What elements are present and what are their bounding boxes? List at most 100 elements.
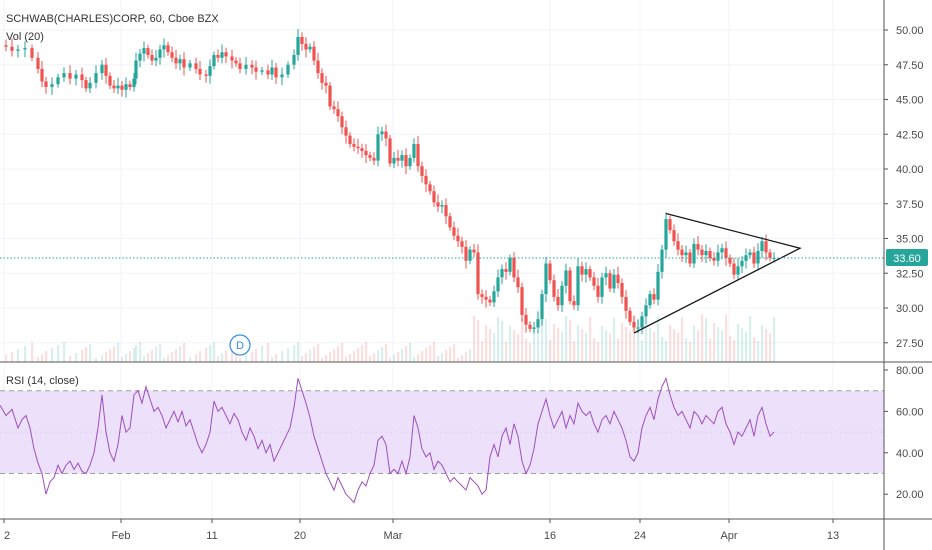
volume-bar bbox=[473, 316, 476, 362]
volume-bar bbox=[733, 340, 736, 362]
volume-bar bbox=[453, 344, 456, 362]
volume-bar bbox=[481, 341, 484, 362]
candle-body bbox=[68, 73, 72, 79]
volume-bar bbox=[593, 338, 596, 362]
volume-bar bbox=[155, 347, 158, 362]
volume-bar bbox=[581, 329, 584, 362]
candle-body bbox=[512, 257, 516, 278]
volume-bar bbox=[605, 330, 608, 362]
volume-bar bbox=[337, 346, 340, 362]
price-axis-label: 42.50 bbox=[896, 129, 924, 141]
volume-bar bbox=[129, 351, 132, 362]
candle-body bbox=[260, 70, 264, 72]
candle-body bbox=[208, 66, 212, 76]
volume-bar bbox=[163, 358, 166, 362]
volume-bar bbox=[601, 326, 604, 362]
volume-bar bbox=[361, 345, 364, 362]
volume-bar bbox=[171, 352, 174, 362]
volume-bar bbox=[549, 340, 552, 362]
candle-body bbox=[644, 305, 648, 317]
volume-bar bbox=[261, 346, 264, 362]
candle-body bbox=[174, 57, 178, 64]
volume-bar bbox=[11, 352, 14, 362]
volume-bar bbox=[717, 327, 720, 362]
volume-bar bbox=[309, 350, 312, 362]
price-axis-label: 27.50 bbox=[896, 338, 924, 350]
candle-body bbox=[146, 48, 150, 56]
rsi-indicator-label[interactable]: RSI (14, close) bbox=[6, 375, 79, 387]
candle-body bbox=[424, 175, 428, 185]
time-axis-label: Mar bbox=[384, 530, 403, 542]
volume-bar bbox=[251, 352, 254, 362]
candle-body bbox=[132, 78, 136, 87]
price-axis-label: 45.00 bbox=[896, 95, 924, 107]
candle-body bbox=[224, 52, 228, 57]
rsi-axis-label: 40.00 bbox=[896, 448, 924, 460]
volume-bar bbox=[24, 346, 27, 362]
candle-body bbox=[740, 260, 744, 267]
candle-body bbox=[592, 277, 596, 286]
volume-bar bbox=[349, 354, 352, 362]
volume-bar bbox=[159, 344, 162, 362]
candle-body bbox=[324, 82, 328, 86]
candle-body bbox=[520, 287, 524, 315]
volume-bar bbox=[709, 339, 712, 362]
volume-bar bbox=[41, 354, 44, 362]
candle-body bbox=[336, 109, 340, 117]
candle-body bbox=[560, 285, 564, 306]
candle-body bbox=[388, 138, 392, 164]
candle-body bbox=[676, 241, 680, 250]
candle-body bbox=[732, 263, 736, 275]
volume-bar bbox=[17, 349, 20, 362]
volume-bar bbox=[701, 314, 704, 362]
volume-bar bbox=[275, 354, 278, 362]
candle-body bbox=[708, 251, 712, 258]
candle-body bbox=[544, 263, 548, 295]
volume-bar bbox=[737, 324, 740, 362]
volume-bar bbox=[693, 326, 696, 362]
dividend-marker[interactable]: D bbox=[229, 334, 251, 356]
volume-bar bbox=[541, 315, 544, 362]
volume-bar bbox=[63, 342, 66, 362]
volume-bar bbox=[657, 316, 660, 362]
volume-bar bbox=[713, 323, 716, 362]
candle-body bbox=[432, 191, 436, 203]
volume-bar bbox=[329, 352, 332, 362]
volume-bar bbox=[565, 316, 568, 362]
candle-body bbox=[624, 296, 628, 311]
candle-body bbox=[600, 277, 604, 297]
candle-body bbox=[384, 131, 388, 139]
candle-body bbox=[364, 150, 368, 156]
volume-bar bbox=[673, 329, 676, 362]
candle-body bbox=[500, 269, 504, 278]
price-axis-label: 32.50 bbox=[896, 268, 924, 280]
volume-bar bbox=[189, 357, 192, 362]
volume-bar bbox=[281, 351, 284, 362]
candle-body bbox=[628, 310, 632, 322]
candle-body bbox=[158, 49, 162, 58]
volume-bar bbox=[417, 354, 420, 362]
volume-bar bbox=[517, 334, 520, 362]
candle-body bbox=[760, 241, 764, 252]
volume-bar bbox=[773, 317, 776, 362]
volume-bar bbox=[287, 348, 290, 362]
candle-body bbox=[104, 64, 108, 76]
candle-body bbox=[392, 157, 396, 164]
price-candles bbox=[4, 29, 776, 335]
volume-bar bbox=[577, 325, 580, 362]
candle-body bbox=[120, 85, 124, 90]
volume-indicator-label[interactable]: Vol (20) bbox=[6, 31, 44, 43]
volume-bar bbox=[69, 356, 72, 362]
volume-bar bbox=[195, 354, 198, 362]
candle-body bbox=[460, 241, 464, 247]
volume-bar bbox=[589, 317, 592, 362]
volume-bar bbox=[325, 355, 328, 362]
volume-bar bbox=[139, 342, 142, 362]
volume-bar bbox=[377, 350, 380, 362]
candle-body bbox=[648, 294, 652, 306]
volume-bar bbox=[117, 343, 120, 362]
candle-body bbox=[524, 314, 528, 325]
triangle-pattern-drawing[interactable] bbox=[633, 212, 802, 334]
symbol-title[interactable]: SCHWAB(CHARLES)CORP, 60, Cboe BZX bbox=[6, 13, 219, 25]
